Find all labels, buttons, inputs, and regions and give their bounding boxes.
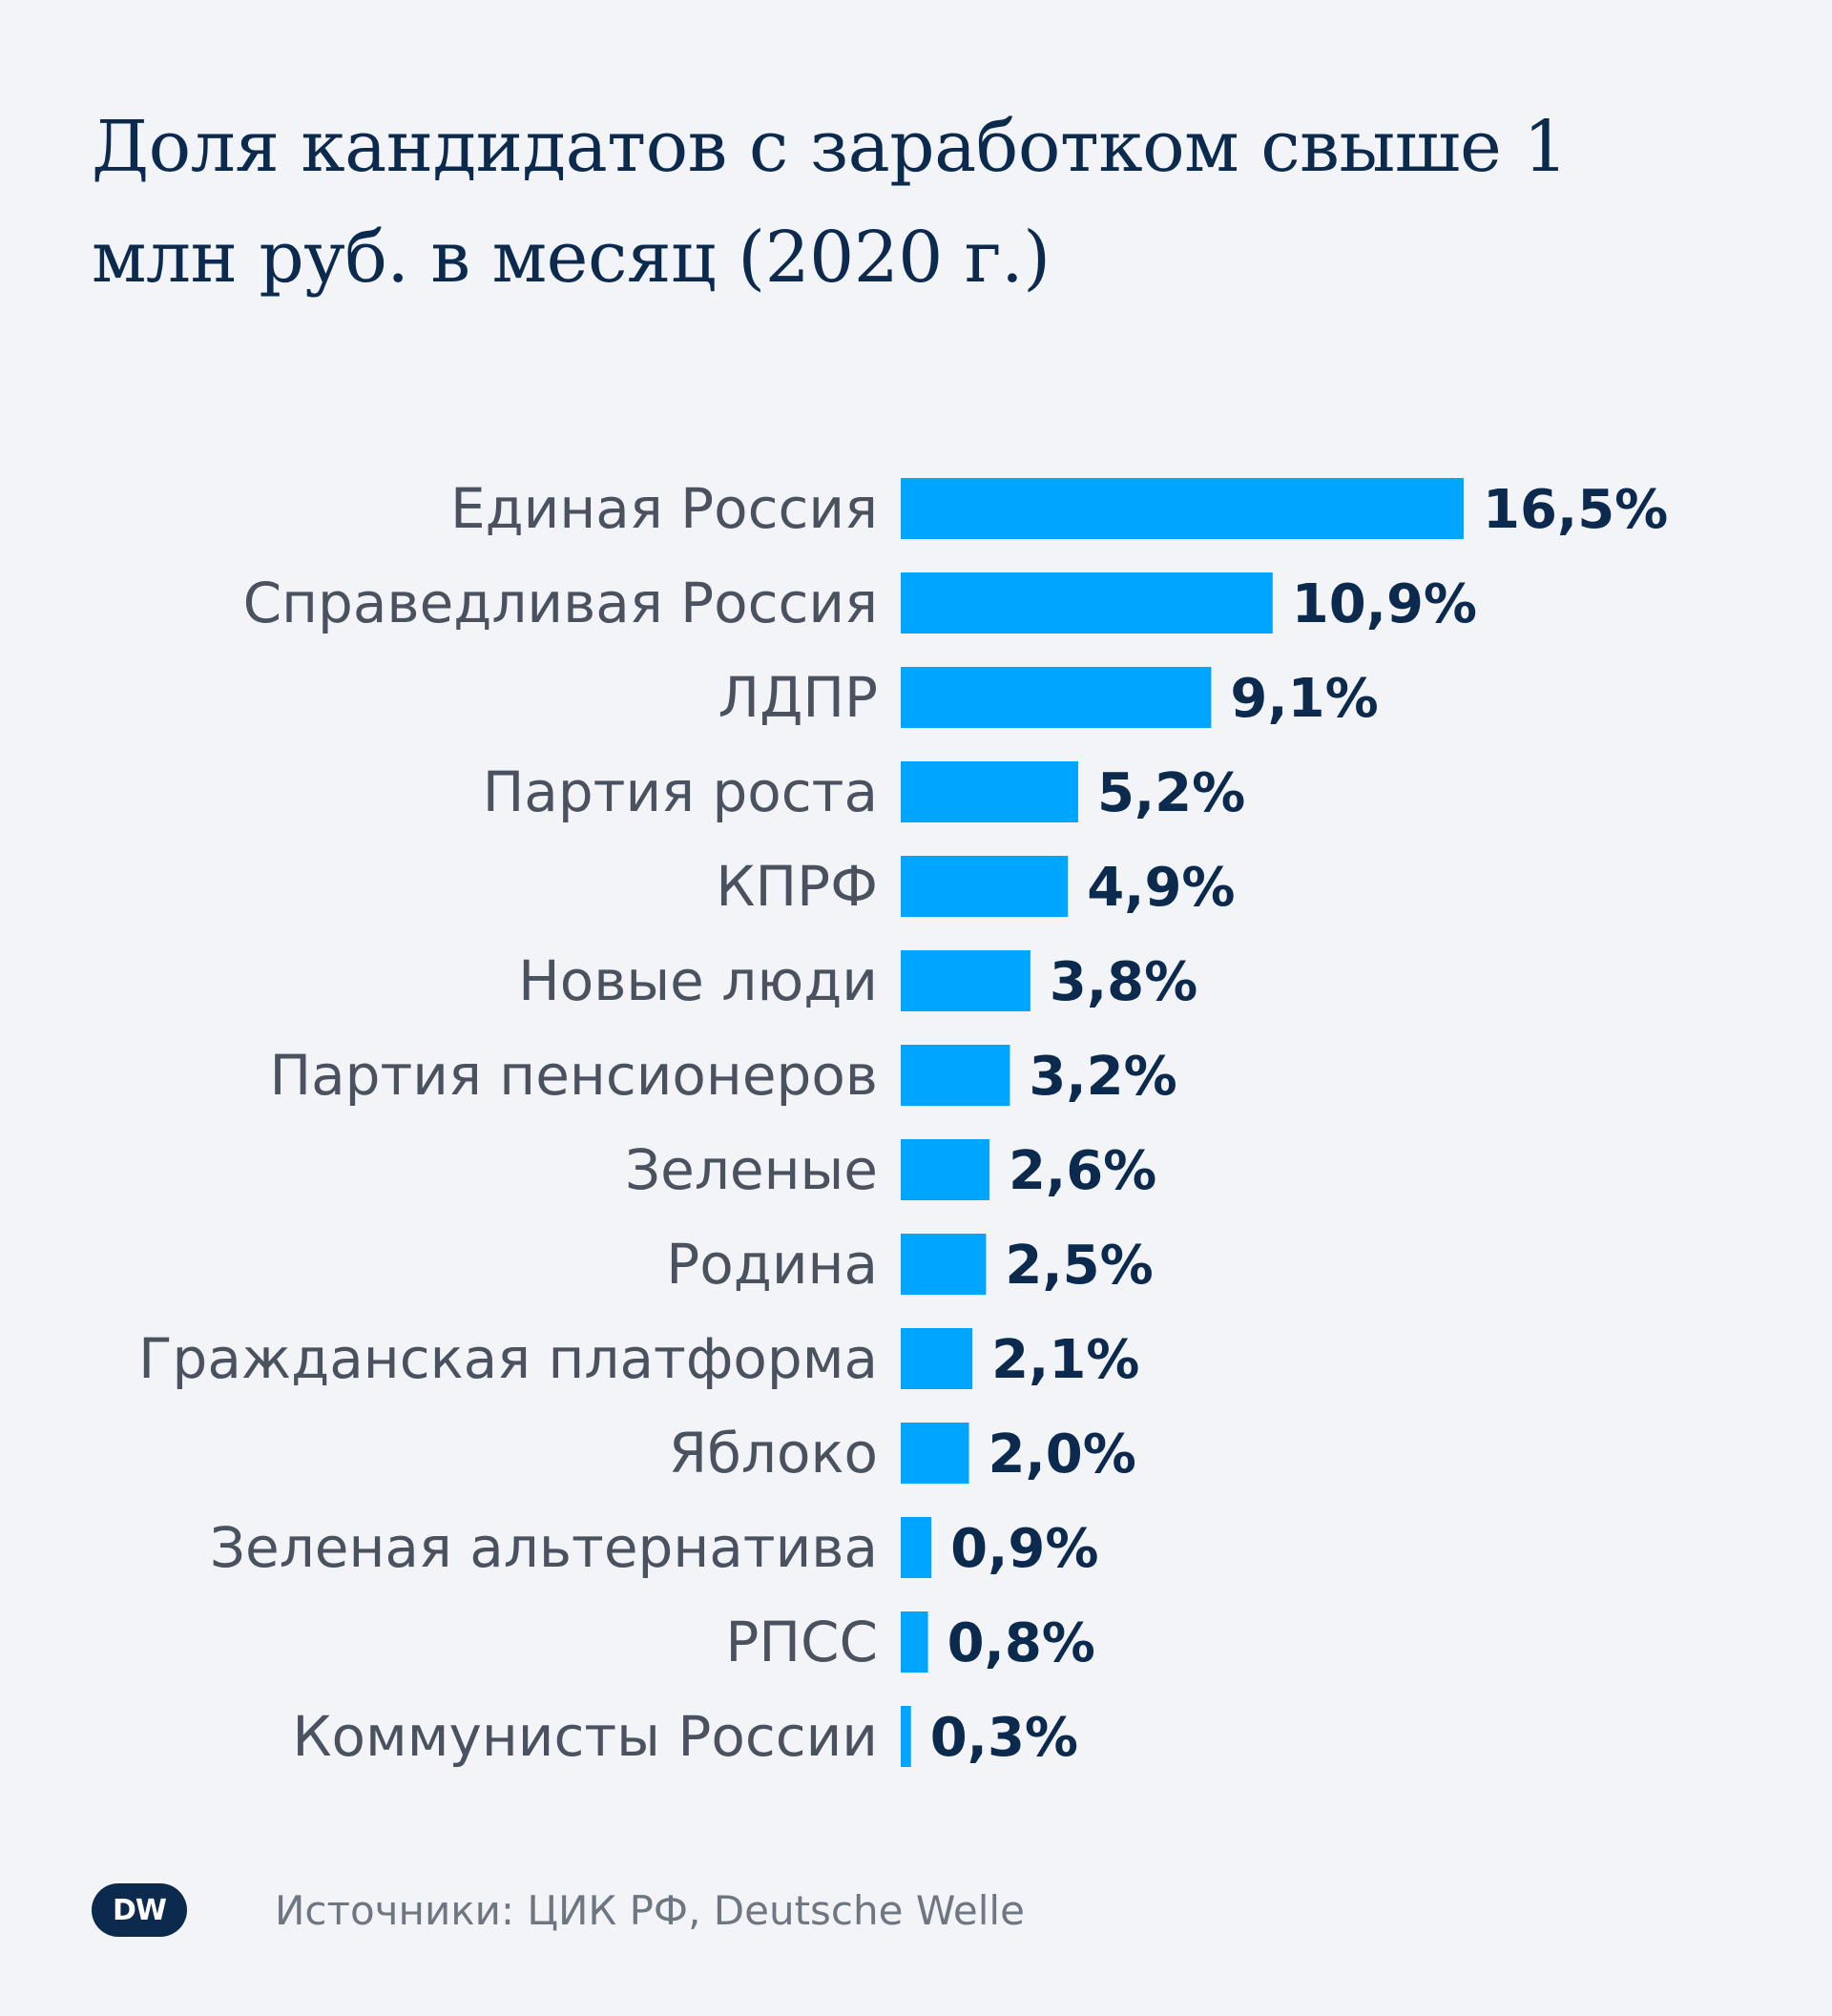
bar <box>901 1423 969 1484</box>
value-label: 0,3% <box>930 1707 1078 1769</box>
value-label: 2,5% <box>1005 1235 1153 1297</box>
category-label: РПСС <box>725 1610 878 1674</box>
bar <box>901 950 1030 1011</box>
value-label: 3,2% <box>1029 1046 1176 1108</box>
value-label: 9,1% <box>1230 668 1378 730</box>
bar <box>901 1045 1010 1106</box>
bar <box>901 1611 928 1673</box>
bar <box>901 856 1069 917</box>
dw-logo: DW <box>92 1883 187 1937</box>
bar <box>901 478 1464 539</box>
value-label: 4,9% <box>1087 857 1235 919</box>
category-label: Партия пенсионеров <box>270 1043 878 1108</box>
bar <box>901 1517 932 1578</box>
category-label: КПРФ <box>716 854 878 919</box>
dw-logo-text: DW <box>113 1893 167 1927</box>
category-label: Зеленая альтернатива <box>210 1515 878 1580</box>
value-label: 0,8% <box>947 1612 1095 1674</box>
category-label: Коммунисты России <box>292 1704 878 1769</box>
category-label: Справедливая Россия <box>243 571 878 635</box>
value-label: 2,1% <box>991 1329 1139 1391</box>
value-label: 10,9% <box>1292 573 1477 635</box>
bar <box>901 1706 911 1767</box>
category-label: Родина <box>666 1232 878 1297</box>
value-label: 16,5% <box>1483 479 1668 541</box>
bar <box>901 761 1078 822</box>
footer: DW Источники: ЦИК РФ, Deutsche Welle <box>92 1881 1025 1939</box>
value-label: 2,0% <box>989 1424 1136 1486</box>
source-note: Источники: ЦИК РФ, Deutsche Welle <box>275 1886 1025 1934</box>
category-label: Партия роста <box>483 759 878 824</box>
category-label: Единая Россия <box>450 476 878 541</box>
value-label: 5,2% <box>1097 762 1245 824</box>
category-label: Новые люди <box>518 948 878 1013</box>
bar <box>901 667 1212 728</box>
category-label: Зеленые <box>625 1137 878 1202</box>
value-label: 0,9% <box>950 1518 1098 1580</box>
value-label: 3,8% <box>1050 951 1197 1013</box>
value-label: 2,6% <box>1009 1140 1156 1202</box>
bar <box>901 1328 973 1389</box>
category-label: ЛДПР <box>718 665 878 730</box>
category-label: Гражданская платформа <box>138 1326 878 1391</box>
chart-title: Доля кандидатов с заработком свыше 1 млн… <box>92 106 1568 299</box>
bar <box>901 1139 989 1200</box>
bar <box>901 1234 987 1295</box>
bar-chart: Единая Россия 16,5% Справедливая Россия 10,… <box>138 476 1668 1769</box>
category-label: Яблоко <box>669 1421 878 1486</box>
bar <box>901 572 1273 634</box>
